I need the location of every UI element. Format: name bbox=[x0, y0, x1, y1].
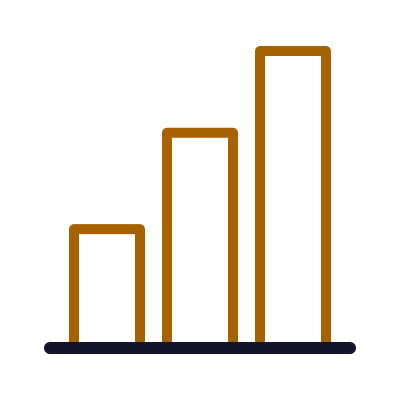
tall-bar bbox=[255, 46, 331, 348]
short-bar bbox=[69, 224, 145, 348]
medium-bar bbox=[162, 127, 238, 348]
bars-group bbox=[69, 46, 331, 348]
